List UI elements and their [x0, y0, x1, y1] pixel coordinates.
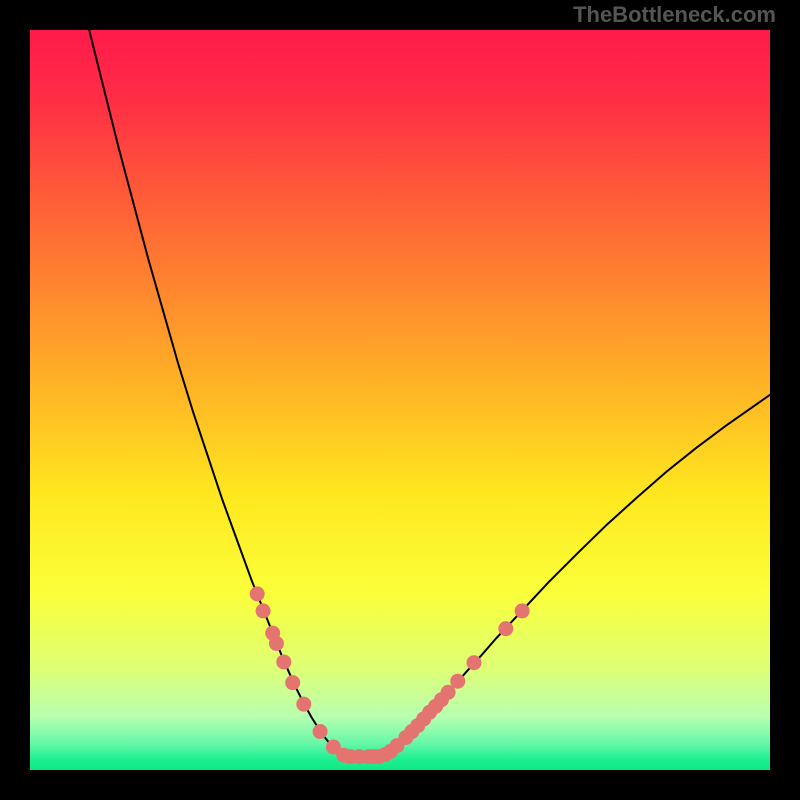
marker-point [296, 697, 311, 712]
chart-plot-area [30, 30, 770, 770]
watermark-text: TheBottleneck.com [573, 2, 776, 28]
chart-background-gradient [30, 30, 770, 770]
marker-point [276, 654, 291, 669]
chart-stage: TheBottleneck.com [0, 0, 800, 800]
chart-svg [30, 30, 770, 770]
marker-point [515, 603, 530, 618]
marker-point [256, 603, 271, 618]
marker-point [285, 675, 300, 690]
marker-point [313, 724, 328, 739]
marker-point [498, 621, 513, 636]
marker-point [450, 674, 465, 689]
marker-point [250, 586, 265, 601]
marker-point [467, 655, 482, 670]
marker-point [269, 636, 284, 651]
